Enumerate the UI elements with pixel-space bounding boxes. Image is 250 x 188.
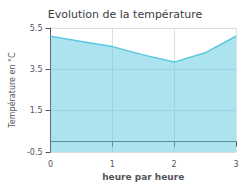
svg-text:5.5: 5.5 xyxy=(30,24,43,33)
svg-text:Température en °C: Température en °C xyxy=(7,52,17,129)
svg-text:heure par heure: heure par heure xyxy=(102,172,184,182)
svg-text:3.5: 3.5 xyxy=(30,65,43,74)
svg-text:3: 3 xyxy=(233,160,238,169)
svg-text:1: 1 xyxy=(110,160,115,169)
svg-text:1.5: 1.5 xyxy=(30,106,43,115)
svg-text:-0.5: -0.5 xyxy=(27,148,43,157)
svg-text:0: 0 xyxy=(48,160,53,169)
svg-text:Evolution de la température: Evolution de la température xyxy=(48,8,203,21)
svg-text:2: 2 xyxy=(172,160,177,169)
